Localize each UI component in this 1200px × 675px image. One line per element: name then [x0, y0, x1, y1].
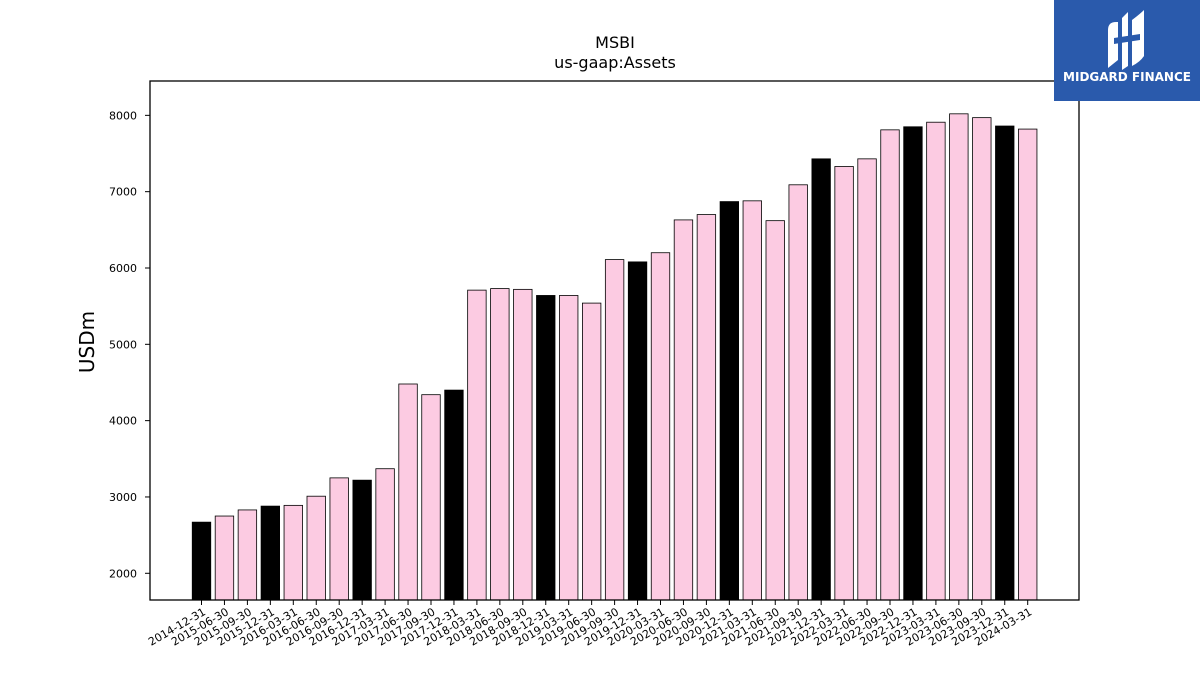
bar-2019-09-30: [604, 259, 625, 601]
bar-2015-06-30: [214, 515, 235, 601]
plot-frame: [149, 80, 1080, 601]
brand-logo: MIDGARD FINANCE: [1054, 0, 1200, 101]
bar-2023-12-31: [995, 125, 1015, 601]
y-tick-label: 8000: [109, 109, 137, 122]
bar-2023-06-30: [949, 113, 969, 601]
bar-2018-03-31: [467, 289, 487, 601]
midgard-logo-icon: [1108, 10, 1144, 70]
bar-2017-09-30: [421, 394, 441, 601]
bar-2016-03-31: [283, 504, 303, 601]
bar-2016-09-30: [329, 477, 349, 601]
y-tick-label: 6000: [109, 262, 137, 275]
bar-2022-12-31: [903, 126, 923, 601]
x-axis-ticks: 2014-12-312015-06-302015-09-302015-12-31…: [146, 600, 1034, 649]
bar-2021-06-30: [765, 220, 785, 601]
bar-2018-06-30: [490, 288, 510, 601]
y-tick-label: 4000: [109, 415, 137, 428]
y-tick-label: 5000: [109, 338, 137, 351]
bar-2022-06-30: [857, 158, 877, 601]
brand-logo-text: MIDGARD FINANCE: [1063, 70, 1191, 84]
bar-2014-12-31: [191, 521, 212, 601]
bars-group: [191, 113, 1038, 601]
bar-2016-06-30: [306, 495, 326, 601]
bar-2020-09-30: [696, 214, 717, 601]
chart-subtitle: us-gaap:Assets: [554, 53, 676, 72]
bar-2017-06-30: [398, 383, 418, 601]
bar-2017-12-31: [444, 389, 464, 601]
bar-2021-09-30: [788, 184, 808, 601]
bar-2024-03-31: [1018, 128, 1038, 601]
bar-2017-03-31: [375, 468, 395, 601]
bar-2015-09-30: [237, 509, 258, 601]
y-tick-label: 2000: [109, 567, 137, 580]
bar-2020-12-31: [719, 201, 739, 601]
bar-2021-03-31: [742, 200, 762, 601]
bar-2019-12-31: [627, 261, 648, 601]
bar-2020-03-31: [650, 252, 671, 601]
bar-2015-12-31: [260, 505, 281, 601]
bar-2021-12-31: [811, 158, 831, 601]
y-axis-label: USDm: [75, 311, 99, 373]
bar-2019-03-31: [559, 295, 579, 601]
bar-2020-06-30: [673, 219, 694, 601]
bar-2019-06-30: [582, 302, 602, 601]
bar-2018-09-30: [513, 288, 533, 601]
bar-2023-09-30: [972, 117, 992, 601]
bar-2022-09-30: [880, 129, 900, 601]
bar-2022-03-31: [834, 166, 854, 601]
bar-2016-12-31: [352, 479, 372, 601]
bar-2018-12-31: [536, 295, 556, 601]
y-axis-ticks: 2000 3000 4000 5000 6000 7000 8000: [109, 109, 150, 580]
chart-title: MSBI: [595, 33, 635, 52]
y-tick-label: 3000: [109, 491, 137, 504]
y-tick-label: 7000: [109, 186, 137, 199]
bar-2023-03-31: [926, 121, 946, 601]
